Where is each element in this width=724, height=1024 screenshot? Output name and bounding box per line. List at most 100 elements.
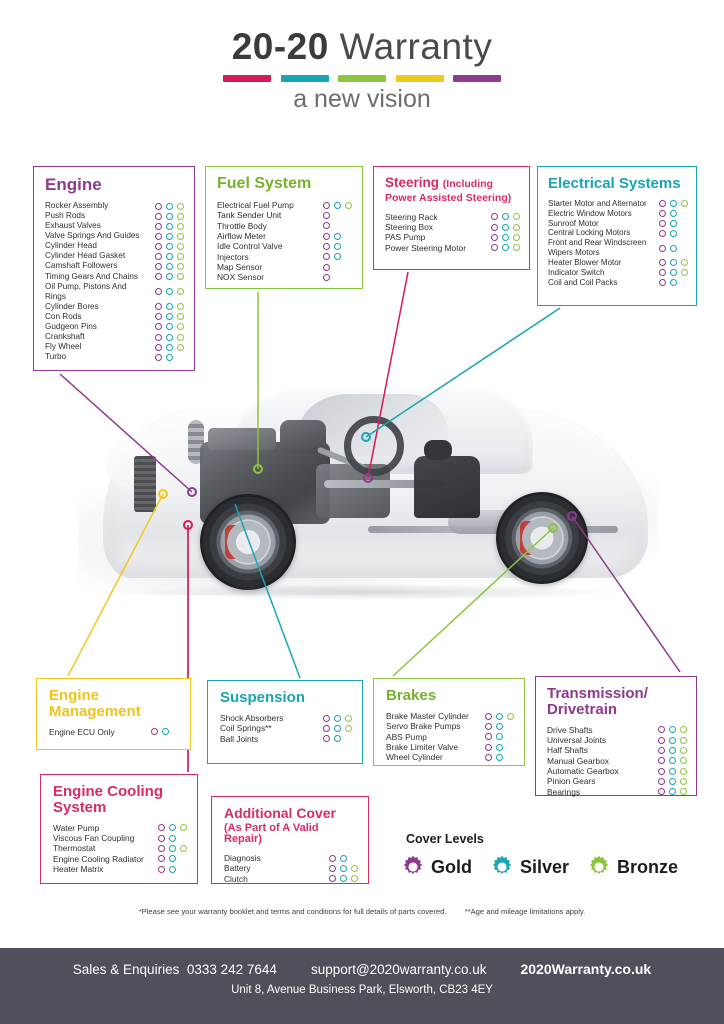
rows-electrical-systems: Starter Motor and Alternator Electric Win… (548, 199, 688, 287)
cover-dot-g (491, 213, 498, 221)
cover-dot-g (485, 712, 492, 720)
part-row: Central Locking Motors (548, 228, 688, 238)
part-row: Automatic Gearbox (547, 766, 687, 776)
footer-contact-row: Sales & Enquiries 0333 242 7644 support@… (0, 948, 724, 977)
part-label: Turbo (45, 352, 67, 362)
panel-electrical-systems[interactable]: Electrical Systems Starter Motor and Alt… (537, 166, 697, 306)
legend-label-bronze: Bronze (617, 856, 679, 877)
logo-title: 20-20 Warranty (0, 28, 724, 65)
cover-dot-s (340, 875, 347, 883)
cover-dot-s (166, 303, 173, 311)
panel-engine[interactable]: Engine Rocker Assembly Push Rods Exhaust V… (33, 166, 195, 371)
cover-dot-blank (351, 854, 358, 862)
cover-dot-s (669, 788, 676, 796)
cover-dot-b (177, 313, 184, 321)
part-label: Thermostat (53, 843, 96, 854)
logo-color-bars (223, 75, 501, 82)
part-row: Rocker Assembly (45, 201, 184, 211)
part-label: Coil and Coil Packs (548, 277, 618, 287)
part-row: Manual Gearbox (547, 756, 687, 766)
cover-dot-b (177, 202, 184, 210)
car-ground-shadow (138, 584, 618, 600)
logo-bar-teal (280, 75, 329, 82)
cover-level-dots (323, 714, 352, 722)
cover-dot-s (496, 743, 503, 751)
part-row: Wheel Cylinder (386, 752, 514, 762)
panel-suspension[interactable]: Suspension Shock Absorbers Coil Springs**… (207, 680, 363, 764)
cover-level-dots (155, 242, 184, 250)
cover-level-dots (485, 712, 514, 720)
part-label: Electric Window Motors (548, 208, 632, 218)
part-label: Steering Box (385, 221, 433, 232)
rows-suspension: Shock Absorbers Coil Springs** Ball Joints (220, 713, 352, 744)
footer-phone[interactable]: 0333 242 7644 (186, 961, 277, 977)
cover-level-dots (658, 788, 687, 796)
cover-dot-b (680, 757, 687, 765)
steering-title-sub: (Including Power Assisted Steering) (385, 178, 512, 205)
part-row: Engine Cooling Radiator (53, 854, 187, 864)
rows-fuel-system: Electrical Fuel Pump Tank Sender Unit Thro… (217, 200, 352, 283)
cover-dot-blank (345, 222, 352, 230)
part-row: Servo Brake Pumps (386, 721, 514, 731)
cover-dot-s (496, 753, 503, 761)
cover-dot-g (323, 724, 330, 732)
cover-dot-b (681, 259, 688, 267)
cover-dot-b (507, 712, 514, 720)
panel-fuel-system[interactable]: Fuel System Electrical Fuel Pump Tank Sen… (205, 166, 363, 289)
cover-dot-g (659, 244, 666, 252)
footer-address: Unit 8, Avenue Business Park, Elsworth, … (231, 984, 493, 996)
cover-dot-b (680, 726, 687, 734)
cover-level-dots (158, 845, 187, 853)
steering-wheel-part (344, 416, 404, 476)
cover-level-dots (658, 757, 687, 765)
cover-dot-s (670, 244, 677, 252)
cover-dot-g (158, 824, 165, 832)
additional-title-sub: (As Part of A Valid Repair) (224, 821, 319, 846)
footer-email[interactable]: support@2020warranty.co.uk (310, 961, 487, 977)
cover-dot-blank (334, 263, 341, 271)
cover-level-dots (658, 778, 687, 786)
panel-steering[interactable]: Steering (Including Power Assisted Steer… (373, 166, 530, 270)
cover-level-dots (485, 733, 514, 741)
panel-brakes[interactable]: Brakes Brake Master Cylinder Servo Brake … (373, 678, 525, 766)
contact-footer: Sales & Enquiries 0333 242 7644 support@… (0, 948, 724, 1024)
cover-dot-s (669, 736, 676, 744)
cover-dot-s (166, 353, 173, 361)
part-row: Gudgeon Pins (45, 322, 184, 332)
part-row: Cylinder Bores (45, 302, 184, 312)
cover-level-dots (323, 253, 352, 261)
panel-engine-cooling-system[interactable]: Engine Cooling System Water Pump Viscous … (40, 774, 198, 884)
gear-icon-gold (403, 855, 423, 875)
part-row: Coil Springs** (220, 723, 352, 733)
part-row: Coil and Coil Packs (548, 278, 688, 288)
cover-level-dots (659, 229, 688, 237)
part-row: Bearings (547, 787, 687, 797)
cover-dot-s (166, 323, 173, 331)
cover-dot-blank (345, 211, 352, 219)
cover-level-dots (485, 743, 514, 751)
panel-transmission-drivetrain[interactable]: Transmission/ Drivetrain Drive Shafts Uni… (535, 676, 697, 797)
panel-title-engine: Engine (45, 175, 102, 194)
cover-dot-s (169, 865, 176, 873)
cover-dot-s (669, 747, 676, 755)
panel-engine-management[interactable]: Engine Management Engine ECU Only (36, 678, 191, 750)
part-label: Cylinder Head Gasket (45, 251, 126, 261)
cover-dot-s (340, 854, 347, 862)
cover-dot-blank (507, 753, 514, 761)
cover-dot-b (681, 269, 688, 277)
panel-additional-cover[interactable]: Additional Cover (As Part of A Valid Rep… (211, 796, 369, 884)
cover-dot-s (166, 222, 173, 230)
cover-dot-blank (681, 244, 688, 252)
cover-dot-b (177, 212, 184, 220)
cover-dot-s (169, 834, 176, 842)
logo-dash: - (273, 26, 287, 67)
footer-sales: Sales & Enquiries 0333 242 7644 (73, 962, 277, 977)
part-label: Engine Cooling Radiator (53, 853, 144, 864)
cover-level-dots (491, 223, 520, 231)
part-label: Half Shafts (547, 745, 588, 756)
part-row: Exhaust Valves (45, 221, 184, 231)
part-label: Rocker Assembly (45, 201, 109, 211)
part-row: Brake Master Cylinder (386, 711, 514, 721)
footer-website[interactable]: 2020Warranty.co.uk (520, 961, 652, 977)
part-row: Steering Rack (385, 212, 520, 222)
